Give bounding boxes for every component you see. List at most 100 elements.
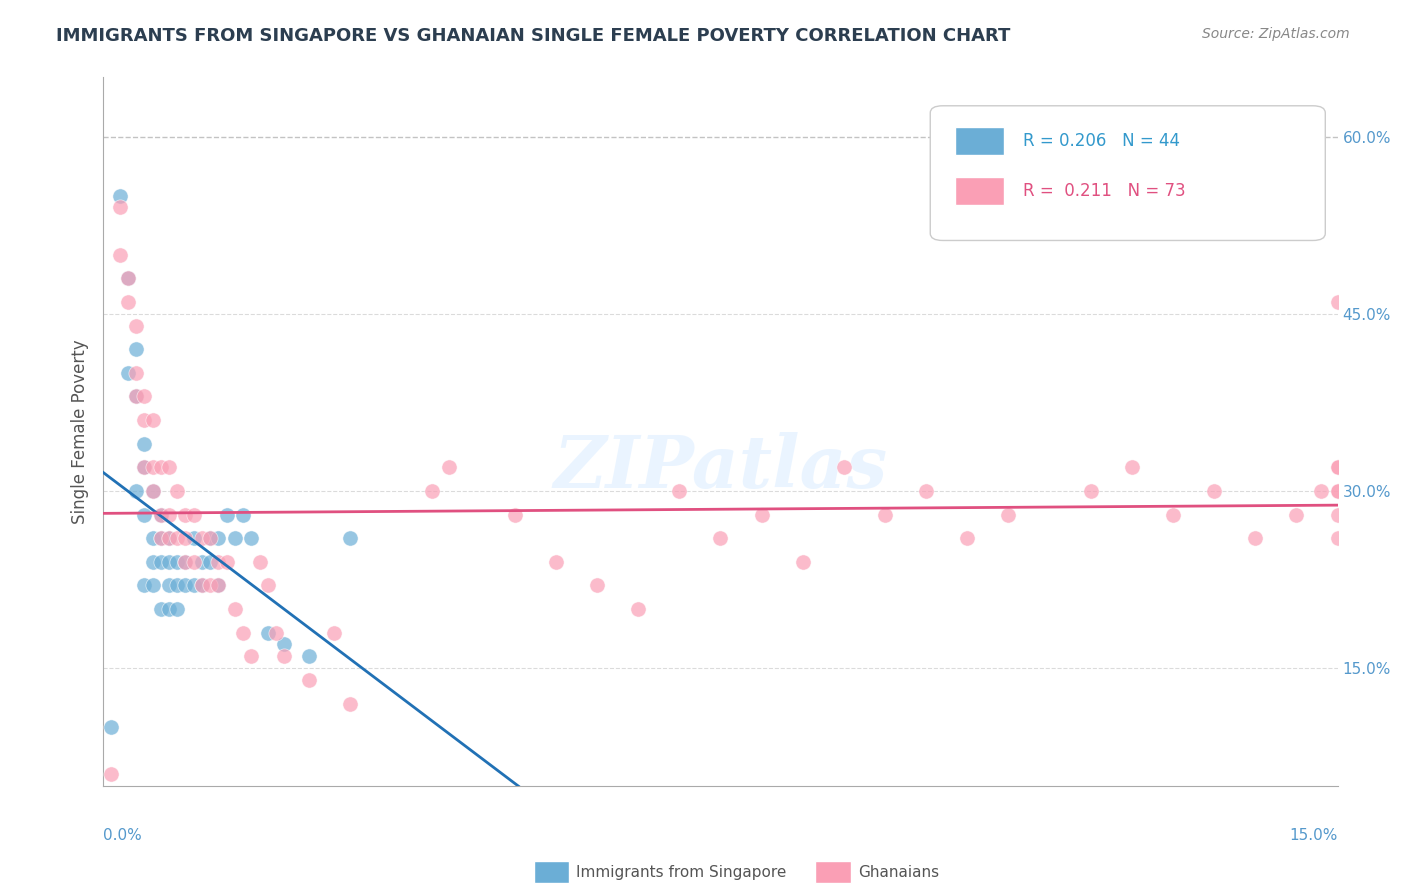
Point <box>1326 460 1348 475</box>
Point <box>149 508 172 522</box>
Point <box>149 531 172 545</box>
Point <box>191 555 214 569</box>
Point <box>166 531 188 545</box>
Point <box>134 460 156 475</box>
Point <box>174 555 197 569</box>
Point <box>709 531 731 545</box>
Point <box>1244 531 1267 545</box>
Point <box>166 602 188 616</box>
Point <box>437 460 460 475</box>
Point <box>1310 483 1333 498</box>
Point <box>141 483 163 498</box>
FancyBboxPatch shape <box>931 106 1326 241</box>
Point <box>256 578 278 592</box>
Point <box>322 625 344 640</box>
Point <box>1326 508 1348 522</box>
Point <box>1204 483 1226 498</box>
Point <box>141 578 163 592</box>
Point <box>134 413 156 427</box>
Point <box>125 318 148 333</box>
Point <box>183 508 205 522</box>
Point <box>134 578 156 592</box>
Text: R = 0.206   N = 44: R = 0.206 N = 44 <box>1022 132 1180 150</box>
Point <box>339 697 361 711</box>
Point <box>149 602 172 616</box>
Point <box>157 602 180 616</box>
Point <box>183 578 205 592</box>
Point <box>191 578 214 592</box>
Point <box>1326 460 1348 475</box>
Point <box>1326 294 1348 309</box>
Point <box>100 767 122 781</box>
Point <box>915 483 938 498</box>
Point <box>544 555 567 569</box>
Point <box>198 555 221 569</box>
Text: 0.0%: 0.0% <box>103 828 142 843</box>
Point <box>232 625 254 640</box>
Point <box>264 625 287 640</box>
Point <box>191 578 214 592</box>
Text: 15.0%: 15.0% <box>1289 828 1337 843</box>
Point <box>117 366 139 380</box>
Point <box>207 531 229 545</box>
Point <box>149 460 172 475</box>
Text: ZIPatlas: ZIPatlas <box>554 432 887 503</box>
Point <box>157 460 180 475</box>
Point <box>792 555 814 569</box>
Point <box>117 271 139 285</box>
Point <box>108 188 131 202</box>
Point <box>1080 483 1102 498</box>
Point <box>108 200 131 214</box>
Point <box>215 555 238 569</box>
Point <box>100 720 122 734</box>
Point <box>256 625 278 640</box>
Point <box>157 508 180 522</box>
Text: Ghanaians: Ghanaians <box>858 865 939 880</box>
Point <box>832 460 855 475</box>
Text: Immigrants from Singapore: Immigrants from Singapore <box>576 865 787 880</box>
Point <box>240 649 263 664</box>
Point <box>141 460 163 475</box>
Point <box>157 531 180 545</box>
Point <box>273 649 295 664</box>
Y-axis label: Single Female Poverty: Single Female Poverty <box>72 340 89 524</box>
Point <box>1161 508 1184 522</box>
Point <box>215 508 238 522</box>
Point <box>232 508 254 522</box>
Point <box>873 508 896 522</box>
Point <box>174 555 197 569</box>
Point <box>125 389 148 403</box>
Point <box>207 578 229 592</box>
Point <box>157 555 180 569</box>
Text: Source: ZipAtlas.com: Source: ZipAtlas.com <box>1202 27 1350 41</box>
Point <box>1326 483 1348 498</box>
Point <box>149 508 172 522</box>
Point <box>108 247 131 261</box>
Point <box>134 436 156 450</box>
Point <box>298 673 321 687</box>
Point <box>117 271 139 285</box>
Point <box>997 508 1019 522</box>
Point <box>420 483 443 498</box>
Point <box>166 578 188 592</box>
Point <box>249 555 271 569</box>
Point <box>1121 460 1143 475</box>
Point <box>141 531 163 545</box>
Point <box>134 508 156 522</box>
Point <box>166 483 188 498</box>
Point <box>183 531 205 545</box>
Point <box>627 602 650 616</box>
Point <box>149 555 172 569</box>
Point <box>134 460 156 475</box>
Point <box>751 508 773 522</box>
Point <box>668 483 690 498</box>
Point <box>240 531 263 545</box>
Point <box>141 555 163 569</box>
Point <box>207 578 229 592</box>
Point <box>149 531 172 545</box>
Point <box>125 483 148 498</box>
Point <box>117 294 139 309</box>
Point <box>198 531 221 545</box>
Text: IMMIGRANTS FROM SINGAPORE VS GHANAIAN SINGLE FEMALE POVERTY CORRELATION CHART: IMMIGRANTS FROM SINGAPORE VS GHANAIAN SI… <box>56 27 1011 45</box>
Point <box>174 508 197 522</box>
